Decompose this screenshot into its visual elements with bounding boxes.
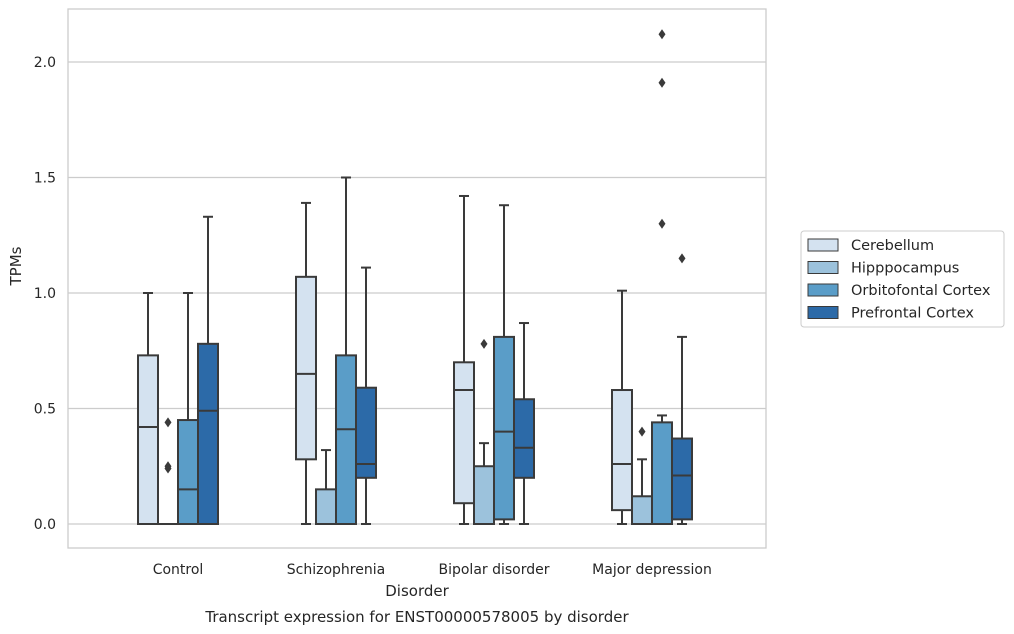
plot-frame [67,8,767,549]
box-prefrontal-cortex [355,266,377,525]
box-cerebellum [611,289,633,525]
chart-caption: Transcript expression for ENST0000057800… [204,608,629,626]
box-body [671,437,693,521]
box-body [137,354,159,525]
legend-items: Cerebellum Hipppocampus Orbitofontal Corte… [807,238,991,322]
box-orbitofontal-cortex [335,176,357,525]
box-body [651,421,673,525]
outlier-point [658,77,666,88]
box-body [631,495,653,525]
box-body [355,386,377,479]
box-body [453,361,475,505]
outlier-point [480,338,488,349]
y-tick-label: 0.5 [34,402,56,418]
box-body [315,488,337,526]
legend-swatch [807,238,839,252]
box-body [197,342,219,525]
legend-label: Hipppocampus [851,261,959,277]
box-hipppocampus [315,449,337,526]
outlier-point [678,253,686,264]
box-body [611,389,633,512]
box-body [513,398,535,479]
x-tick-label: Schizophrenia [287,562,385,578]
box-hipppocampus [473,338,495,525]
box-orbitofontal-cortex [177,292,199,525]
box-body [493,335,515,521]
legend-label: Orbitofontal Cortex [851,283,991,299]
box-prefrontal-cortex [513,322,535,525]
outlier-point [658,218,666,229]
legend-swatch [807,306,839,319]
box-body [335,354,357,525]
outlier-point [638,426,646,437]
x-tick-label: Bipolar disorder [438,562,549,578]
legend-label: Prefrontal Cortex [851,306,974,322]
box-orbitofontal-cortex [651,29,673,525]
box-cerebellum [295,201,317,525]
legend: Cerebellum Hipppocampus Orbitofontal Corte… [800,230,1005,328]
legend-swatch [807,261,839,274]
y-tick-label: 0.0 [34,517,56,533]
y-axis-title: TPMs [7,246,25,286]
outlier-point [164,463,172,474]
box-body [473,465,495,525]
outlier-point [164,417,172,428]
box-hipppocampus [157,417,179,526]
x-tick-label: Major depression [592,562,712,578]
x-tick-labels: Control Schizophrenia Bipolar disorder Majo… [153,562,712,578]
box-orbitofontal-cortex [493,204,515,525]
x-axis-title: Disorder [385,582,449,600]
box-body [295,275,317,461]
x-tick-label: Control [153,562,204,578]
outlier-point [658,29,666,40]
legend-frame [800,230,1005,328]
box-cerebellum [453,194,475,525]
y-tick-label: 1.0 [34,286,56,302]
y-tick-label: 2.0 [34,55,56,71]
box-prefrontal-cortex [671,253,693,525]
box-layer [137,29,693,526]
y-tick-label: 1.5 [34,171,56,187]
box-cerebellum [137,292,159,525]
y-tick-labels: 0.0 0.5 1.0 1.5 2.0 [34,55,56,533]
box-prefrontal-cortex [197,215,219,525]
legend-label: Cerebellum [851,238,934,254]
box-hipppocampus [631,426,653,525]
box-body [177,419,199,525]
legend-swatch [807,283,839,297]
